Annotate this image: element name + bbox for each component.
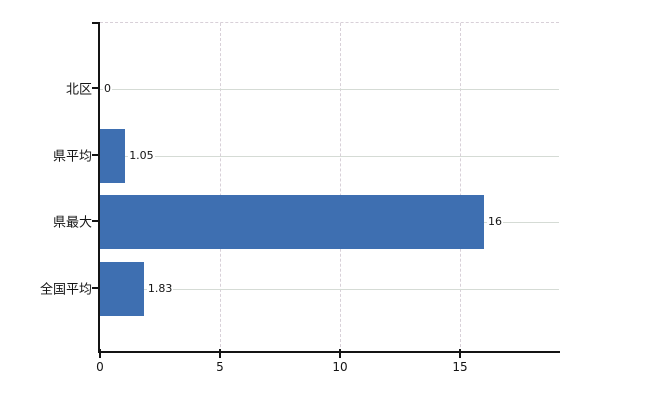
bar xyxy=(100,128,126,183)
horizontal-gridline xyxy=(100,155,559,157)
vertical-gridline xyxy=(340,23,341,352)
y-axis-tick xyxy=(92,220,98,222)
y-axis-line xyxy=(98,22,100,353)
bar-value-label: 1.05 xyxy=(128,148,155,163)
x-axis-line xyxy=(98,351,560,353)
x-axis-tick xyxy=(459,349,461,358)
x-axis-tick-label: 5 xyxy=(216,360,224,374)
bar-value-label: 1.83 xyxy=(146,281,174,296)
x-axis-tick-label: 10 xyxy=(332,360,348,374)
bar-value-label: 16 xyxy=(487,215,503,229)
x-axis-tick xyxy=(99,349,101,358)
horizontal-gridline xyxy=(100,89,559,90)
y-axis-tick xyxy=(92,87,98,89)
bar xyxy=(100,195,484,249)
vertical-gridline xyxy=(220,23,221,352)
y-axis-tick xyxy=(92,22,98,24)
x-axis-tick xyxy=(219,349,221,358)
category-label: 北区 xyxy=(65,82,92,98)
category-axis-labels: 北区県平均県最大全国平均 xyxy=(0,22,92,352)
bar-value-label: 0 xyxy=(103,82,112,96)
x-axis-tick-label: 0 xyxy=(96,360,104,374)
bar xyxy=(100,261,144,316)
x-axis-tick-label: 15 xyxy=(452,360,468,374)
y-axis-tick xyxy=(92,286,98,289)
horizontal-gridline xyxy=(100,288,559,290)
category-label: 県平均 xyxy=(52,149,92,164)
x-axis-tick xyxy=(339,349,341,358)
y-axis-tick xyxy=(92,153,98,156)
vertical-gridline xyxy=(460,23,461,352)
plot-area: 0 1.05 16 1.83 xyxy=(100,22,559,352)
category-label: 全国平均 xyxy=(39,282,92,297)
category-label: 県最大 xyxy=(52,215,92,231)
